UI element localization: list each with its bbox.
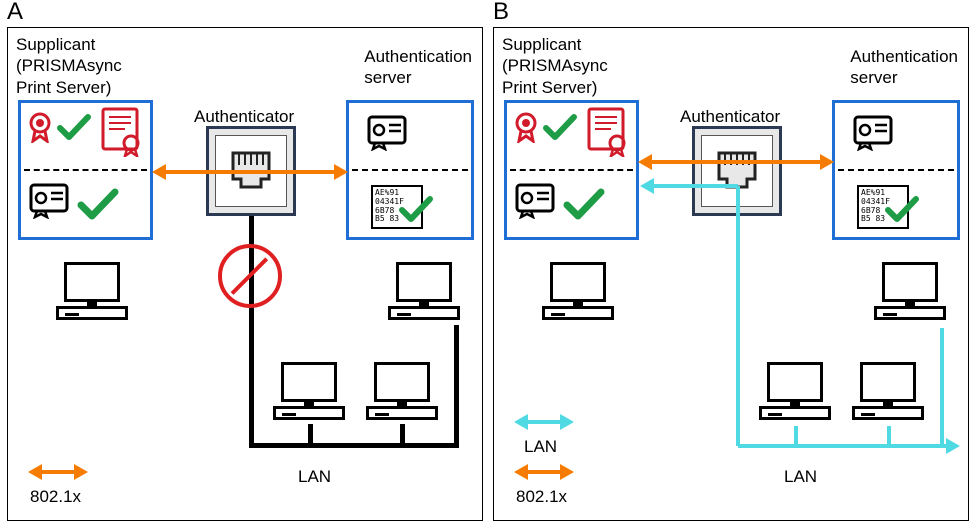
- supplicant-label-a: Supplicant (PRISMAsync Print Server): [16, 34, 122, 98]
- server-box-a: AE%91 04341F 6B78 B5 83: [346, 100, 474, 240]
- legend-8021x-b: 802.1x: [516, 486, 567, 507]
- lan-drop-a1: [308, 424, 313, 446]
- badge-icon: [367, 115, 407, 151]
- divider-a-serv: [352, 169, 468, 171]
- lan-label-a: LAN: [298, 466, 331, 487]
- check-icon: [77, 187, 119, 223]
- computer-icon: [542, 262, 614, 320]
- doc-cert-icon: [99, 107, 143, 157]
- computer-icon: [874, 262, 946, 320]
- computer-icon: [273, 362, 345, 420]
- legend-lan-b: LAN: [524, 436, 557, 457]
- divider-a-supp: [24, 169, 147, 171]
- legend-8021x-a: 802.1x: [30, 486, 81, 507]
- ribbon-cert-icon: [27, 111, 57, 143]
- panel-a-title: A: [7, 0, 23, 26]
- computer-icon: [759, 362, 831, 420]
- panel-a: Supplicant (PRISMAsync Print Server) Aut…: [7, 27, 483, 521]
- server-label-a: Authentication server: [364, 46, 472, 89]
- badge-icon: [29, 183, 69, 219]
- lan-bus-a: [249, 443, 459, 448]
- computer-icon: [852, 362, 924, 420]
- computer-icon: [388, 262, 460, 320]
- panel-b: Supplicant (PRISMAsync Print Server) Aut…: [493, 27, 969, 521]
- lan-drop-a3: [454, 325, 459, 446]
- supplicant-box-a: [18, 100, 153, 240]
- check-icon: [399, 195, 433, 225]
- computer-icon: [56, 262, 128, 320]
- prohibit-icon: [218, 244, 282, 308]
- computer-icon: [366, 362, 438, 420]
- panel-b-title: B: [493, 0, 509, 26]
- lan-label-b: LAN: [784, 466, 817, 487]
- lan-drop-a2: [400, 424, 405, 446]
- check-icon: [57, 113, 91, 143]
- authenticator-label-a: Authenticator: [194, 106, 294, 127]
